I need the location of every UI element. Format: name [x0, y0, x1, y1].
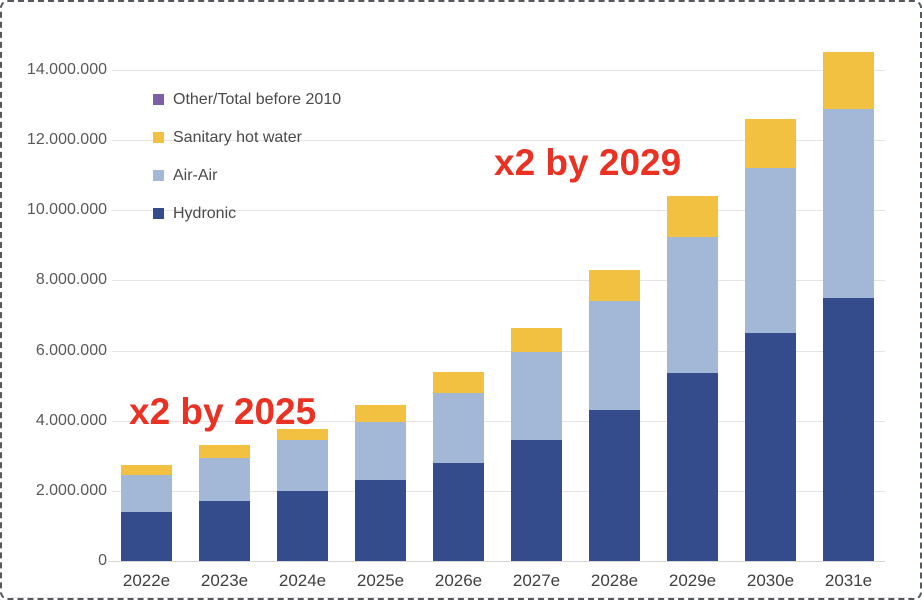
gridline	[112, 350, 885, 352]
bar-segment-air-air	[433, 392, 484, 463]
bar-segment-air-air	[511, 352, 562, 440]
bar-segment-sanitary-hot-water	[433, 371, 484, 393]
bar-segment-air-air	[199, 457, 250, 502]
legend-label: Hydronic	[173, 204, 237, 222]
bar-segment-sanitary-hot-water	[667, 196, 718, 237]
legend-label: Air-Air	[173, 166, 218, 184]
bar-segment-sanitary-hot-water	[511, 327, 562, 353]
x-axis-tick-label: 2022e	[122, 571, 171, 590]
x-axis-tick-label: 2029e	[668, 571, 717, 590]
y-axis-tick-label: 6.000.000	[35, 341, 107, 359]
y-axis-tick-label: 2.000.000	[35, 481, 107, 499]
chart-legend: Other/Total before 2010 Sanitary hot wate…	[153, 90, 342, 222]
legend-item-other-total-before-2010: Other/Total before 2010	[153, 90, 342, 108]
y-axis-tick-label: 0	[98, 552, 107, 569]
x-axis-tick-label: 2031e	[824, 571, 873, 590]
x-axis-tick-label: 2025e	[356, 571, 405, 590]
x-axis-tick-label: 2026e	[434, 571, 483, 590]
legend-item-hydronic: Hydronic	[153, 204, 341, 222]
bar-segment-sanitary-hot-water	[823, 52, 874, 109]
annotation-x2-by-2025: x2 by 2025	[129, 391, 317, 432]
legend-label: Sanitary hot water	[173, 128, 302, 146]
bar-segment-hydronic	[355, 480, 406, 561]
bar-segment-hydronic	[589, 410, 640, 561]
gridline	[112, 280, 885, 282]
x-axis-tick-label: 2027e	[512, 571, 561, 590]
legend-item-sanitary-hot-water: Sanitary hot water	[153, 128, 341, 146]
x-axis-tick-label: 2028e	[590, 571, 639, 590]
bar-segment-air-air	[121, 475, 172, 512]
y-axis-tick-label: 4.000.000	[35, 411, 107, 429]
legend-swatch	[153, 208, 164, 219]
x-axis-tick-label: 2024e	[278, 571, 327, 590]
bar-segment-sanitary-hot-water	[355, 404, 406, 423]
annotation-x2-by-2029: x2 by 2029	[494, 142, 682, 183]
y-axis-tick-label: 10.000.000	[26, 201, 107, 219]
legend-swatch	[153, 132, 164, 143]
bar-segment-air-air	[667, 236, 718, 374]
gridline	[112, 420, 885, 422]
legend-item-air-air: Air-Air	[153, 166, 341, 184]
gridline	[112, 490, 885, 492]
legend-label: Other/Total before 2010	[173, 90, 342, 108]
y-axis-tick-label: 8.000.000	[35, 271, 107, 289]
y-axis-tick-label: 14.000.000	[26, 61, 107, 78]
bar-segment-sanitary-hot-water	[199, 445, 250, 458]
bar-segment-air-air	[589, 301, 640, 411]
gridline	[108, 561, 885, 562]
bar-segment-hydronic	[433, 462, 484, 561]
bar-segment-air-air	[277, 440, 328, 491]
bar-segment-air-air	[355, 422, 406, 481]
bar-segment-hydronic	[199, 501, 250, 561]
legend-swatch	[153, 170, 164, 181]
bar-segment-sanitary-hot-water	[277, 429, 328, 440]
bar-segment-hydronic	[823, 297, 874, 561]
bar-segment-sanitary-hot-water	[589, 269, 640, 302]
y-axis-tick-label: 12.000.000	[26, 131, 107, 149]
x-axis-tick-label: 2023e	[200, 571, 249, 590]
bar-segment-hydronic	[277, 490, 328, 561]
x-axis-tick-label: 2030e	[746, 571, 795, 590]
bar-segment-sanitary-hot-water	[745, 119, 796, 169]
gridline	[112, 70, 885, 71]
bar-segment-hydronic	[511, 440, 562, 561]
bar-segment-hydronic	[667, 373, 718, 561]
gridline	[112, 140, 885, 142]
bar-segment-air-air	[745, 168, 796, 334]
bar-segment-hydronic	[745, 333, 796, 561]
legend-swatch	[153, 94, 164, 105]
bar-segment-sanitary-hot-water	[121, 464, 172, 476]
gridline	[112, 210, 885, 212]
bottom-divider	[10, 597, 912, 598]
bar-segment-hydronic	[121, 511, 172, 561]
bar-segment-air-air	[823, 108, 874, 298]
